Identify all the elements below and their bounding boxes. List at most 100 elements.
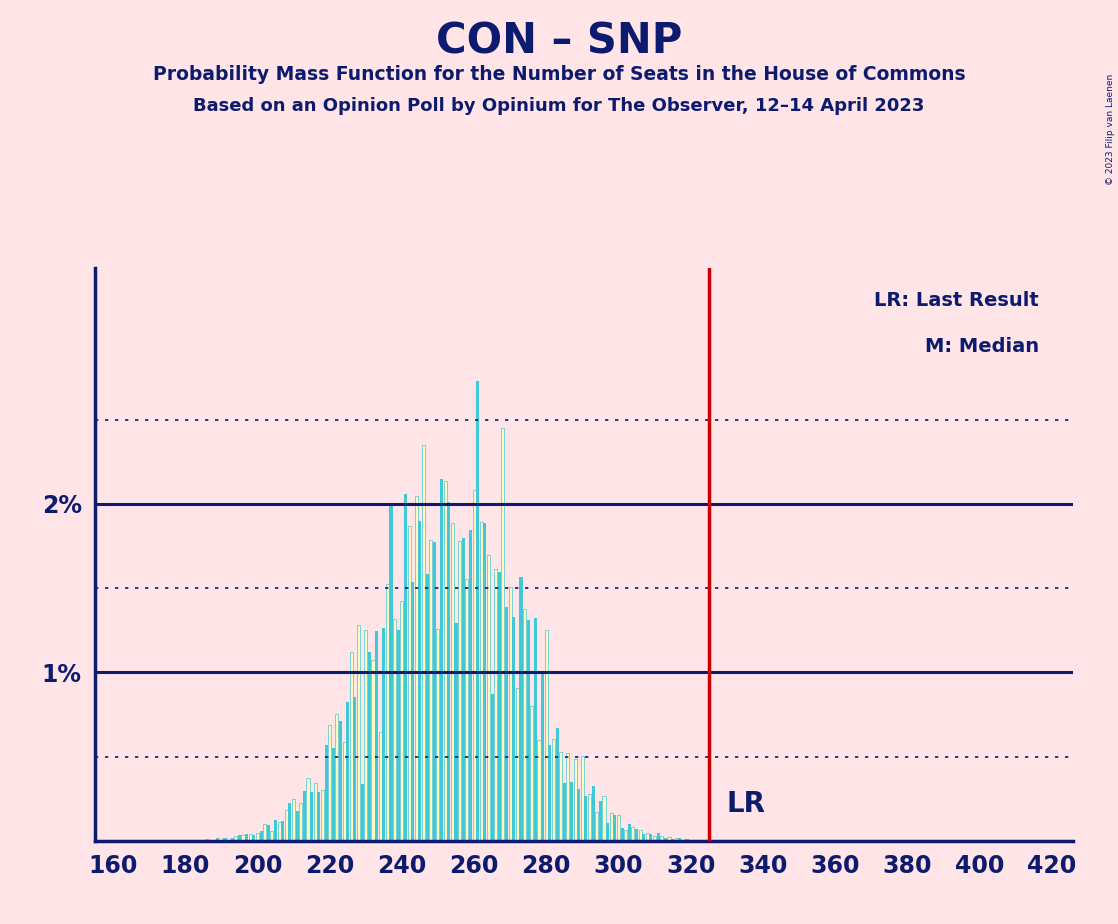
Bar (627, 824, 631, 841)
Bar (538, 740, 541, 841)
Bar (523, 609, 527, 841)
Bar (368, 652, 371, 841)
Bar (321, 789, 324, 841)
Bar (494, 568, 498, 841)
Bar (541, 675, 544, 841)
Bar (483, 523, 486, 841)
Bar (458, 541, 461, 841)
Bar (418, 521, 421, 841)
Bar (462, 538, 465, 841)
Bar (256, 833, 259, 841)
Bar (285, 809, 287, 841)
Bar (650, 833, 653, 841)
Bar (295, 811, 299, 841)
Bar (667, 837, 671, 841)
Bar (498, 572, 501, 841)
Bar (408, 526, 410, 841)
Bar (512, 617, 515, 841)
Bar (357, 626, 360, 841)
Bar (235, 836, 237, 841)
Bar (292, 799, 295, 841)
Bar (476, 382, 480, 841)
Bar (653, 836, 656, 841)
Bar (421, 445, 425, 841)
Bar (646, 833, 648, 841)
Bar (332, 748, 334, 841)
Bar (277, 821, 281, 841)
Bar (614, 815, 616, 841)
Bar (501, 428, 504, 841)
Bar (591, 785, 595, 841)
Bar (245, 834, 248, 841)
Bar (371, 661, 375, 841)
Bar (527, 619, 530, 841)
Bar (515, 688, 519, 841)
Bar (505, 607, 508, 841)
Bar (206, 839, 208, 841)
Text: Probability Mass Function for the Number of Seats in the House of Commons: Probability Mass Function for the Number… (153, 65, 965, 84)
Bar (620, 828, 624, 841)
Bar (544, 630, 548, 841)
Bar (624, 830, 627, 841)
Bar (306, 778, 310, 841)
Bar (570, 783, 574, 841)
Bar (241, 834, 245, 841)
Bar (259, 831, 263, 841)
Bar (433, 541, 436, 841)
Bar (271, 832, 274, 841)
Bar (455, 624, 457, 841)
Bar (465, 578, 468, 841)
Bar (520, 577, 522, 841)
Bar (491, 694, 494, 841)
Bar (473, 491, 475, 841)
Bar (556, 728, 559, 841)
Bar (656, 833, 660, 841)
Bar (559, 752, 562, 841)
Bar (248, 833, 252, 841)
Bar (606, 823, 609, 841)
Bar (426, 574, 428, 841)
Bar (617, 815, 620, 841)
Bar (468, 530, 472, 841)
Bar (310, 792, 313, 841)
Bar (447, 502, 451, 841)
Bar (353, 697, 357, 841)
Bar (400, 602, 404, 841)
Bar (440, 480, 443, 841)
Bar (603, 796, 606, 841)
Bar (389, 505, 392, 841)
Bar (361, 784, 363, 841)
Bar (451, 523, 454, 841)
Bar (253, 835, 255, 841)
Bar (581, 756, 584, 841)
Text: LR: Last Result: LR: Last Result (874, 291, 1039, 310)
Bar (632, 827, 634, 841)
Bar (444, 480, 447, 841)
Text: M: Median: M: Median (925, 336, 1039, 356)
Bar (574, 759, 577, 841)
Bar (303, 791, 306, 841)
Bar (585, 796, 587, 841)
Bar (480, 522, 483, 841)
Bar (328, 724, 331, 841)
Bar (638, 830, 642, 841)
Bar (347, 702, 349, 841)
Bar (685, 839, 689, 841)
Bar (567, 753, 569, 841)
Bar (679, 838, 681, 841)
Bar (335, 713, 339, 841)
Bar (342, 742, 345, 841)
Bar (267, 825, 269, 841)
Bar (487, 555, 490, 841)
Bar (674, 838, 678, 841)
Bar (436, 628, 439, 841)
Bar (671, 839, 674, 841)
Text: CON – SNP: CON – SNP (436, 20, 682, 62)
Bar (609, 813, 613, 841)
Bar (577, 789, 580, 841)
Bar (404, 493, 407, 841)
Bar (386, 584, 389, 841)
Bar (282, 821, 284, 841)
Bar (382, 627, 386, 841)
Bar (379, 733, 381, 841)
